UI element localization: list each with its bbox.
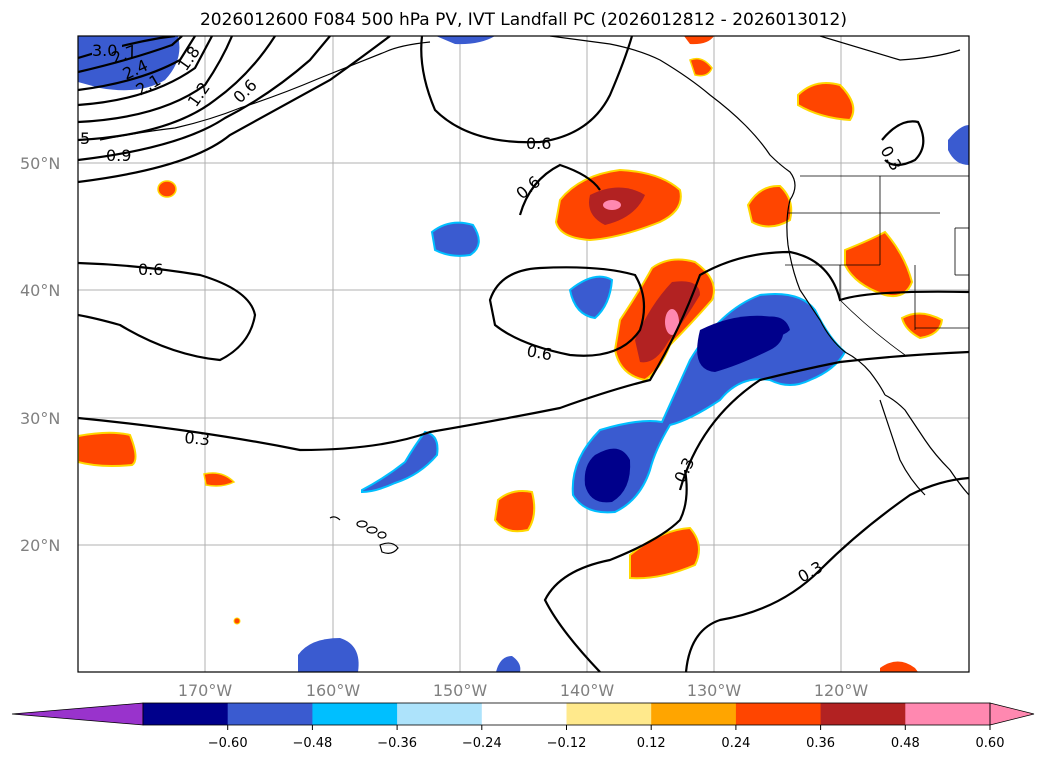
lon-label-160w: 160°W xyxy=(306,681,361,700)
colorbar-segment xyxy=(735,703,822,725)
colorbar-tick-label: 0.36 xyxy=(806,736,835,751)
contour-label-0-6-a: 0.6 xyxy=(526,134,551,153)
lon-label-130w: 130°W xyxy=(687,681,742,700)
colorbar-tick-label: −0.60 xyxy=(208,736,248,751)
contour-label-5: 5 xyxy=(80,129,90,148)
lat-label-20n: 20°N xyxy=(20,536,60,555)
colorbar-segment xyxy=(312,703,398,725)
map-border xyxy=(77,35,970,673)
colorbar-tick-label: 0.60 xyxy=(976,736,1005,751)
pv-negative-midpac xyxy=(430,221,480,257)
lat-label-30n: 30°N xyxy=(20,409,60,428)
colorbar-segment xyxy=(227,703,313,725)
lon-label-120w: 120°W xyxy=(814,681,869,700)
colorbar-tick-label: 0.12 xyxy=(637,736,666,751)
colorbar: −0.60 −0.48 −0.36 −0.24 −0.12 0.12 0.24 0.36 0.4… xyxy=(11,702,1035,751)
negative-anomaly-regions xyxy=(78,36,969,672)
pv-negative-south-2 xyxy=(496,656,521,672)
pv-positive-south-2 xyxy=(493,490,536,533)
pv-positive-nevada xyxy=(844,230,914,298)
lon-label-150w: 150°W xyxy=(433,681,488,700)
colorbar-tick-label: −0.48 xyxy=(292,736,332,751)
pv-negative-south-1 xyxy=(298,638,359,672)
colorbar-segment xyxy=(905,703,991,725)
colorbar-segment xyxy=(397,703,483,725)
colorbar-tick-label: −0.36 xyxy=(377,736,417,751)
contour-label-0-3-a: 0.3 xyxy=(184,428,211,449)
colorbar-segment xyxy=(143,703,229,725)
pv-positive-west-edge xyxy=(78,431,137,467)
positive-anomaly-regions xyxy=(78,36,944,672)
colorbar-tick-label: −0.24 xyxy=(462,736,502,751)
contour-label-0-9: 0.9 xyxy=(106,146,131,165)
colorbar-tick-label: 0.48 xyxy=(891,736,920,751)
longitude-labels: 170°W 160°W 150°W 140°W 130°W 120°W xyxy=(178,681,869,700)
contour-label-0-6-c: 0.6 xyxy=(138,260,163,279)
hawaiian-islands xyxy=(329,516,399,554)
pv-negative-small-1 xyxy=(568,275,614,320)
lat-label-50n: 50°N xyxy=(20,154,60,173)
colorbar-segment xyxy=(651,703,737,725)
colorbar-tick-label: −0.12 xyxy=(547,736,587,751)
pv-negative-main-band xyxy=(571,293,847,514)
pv-negative-core-2 xyxy=(584,448,631,503)
latitude-labels: 50°N 40°N 30°N 20°N xyxy=(20,154,60,555)
pv-positive-socal xyxy=(900,312,944,340)
lon-label-170w: 170°W xyxy=(178,681,233,700)
colorbar-tick-label: 0.24 xyxy=(721,736,750,751)
lon-label-140w: 140°W xyxy=(560,681,615,700)
colorbar-segment xyxy=(481,703,567,725)
lat-label-40n: 40°N xyxy=(20,281,60,300)
colorbar-extend-low xyxy=(11,702,144,726)
state-borders xyxy=(785,175,969,356)
colorbar-segment xyxy=(566,703,652,725)
colorbar-segment xyxy=(820,703,906,725)
contour-label-3-0: 3.0 xyxy=(92,41,117,60)
pv-positive-canada xyxy=(797,82,855,122)
contour-label-0-6-d: 0.6 xyxy=(525,341,553,364)
colorbar-extend-high xyxy=(989,702,1035,726)
map-title: 2026012600 F084 500 hPa PV, IVT Landfall… xyxy=(199,10,847,30)
pv-positive-coast-n xyxy=(746,184,793,228)
pv-negative-ne xyxy=(948,125,969,165)
pv-negative-hawaii-streak xyxy=(361,430,439,494)
coastlines xyxy=(99,36,969,496)
